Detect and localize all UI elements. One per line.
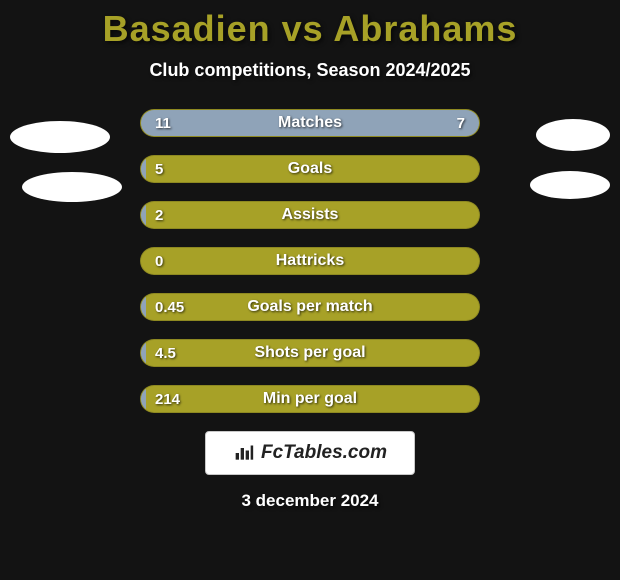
- stat-value-left: 0: [141, 253, 211, 270]
- player1-country-logo: [22, 172, 122, 202]
- player2-club-logo: [536, 119, 610, 151]
- stat-label: Assists: [211, 206, 409, 224]
- stat-row: 214Min per goal: [140, 385, 480, 413]
- stat-label: Goals: [211, 160, 409, 178]
- brand-text: FcTables.com: [261, 442, 387, 464]
- comparison-card: Basadien vs Abrahams Club competitions, …: [0, 0, 620, 580]
- date-label: 3 december 2024: [0, 491, 620, 511]
- stat-label: Matches: [211, 114, 409, 132]
- page-title: Basadien vs Abrahams: [0, 8, 620, 50]
- stat-label: Min per goal: [211, 390, 409, 408]
- bar-chart-icon: [233, 443, 255, 463]
- stat-row: 0.45Goals per match: [140, 293, 480, 321]
- stats-table: 11Matches75Goals2Assists0Hattricks0.45Go…: [140, 109, 480, 413]
- stat-row: 0Hattricks: [140, 247, 480, 275]
- subtitle: Club competitions, Season 2024/2025: [0, 60, 620, 81]
- stat-value-left: 4.5: [141, 345, 211, 362]
- stat-label: Shots per goal: [211, 344, 409, 362]
- stat-value-left: 0.45: [141, 299, 211, 316]
- brand-badge[interactable]: FcTables.com: [205, 431, 415, 475]
- stat-row: 11Matches7: [140, 109, 480, 137]
- stat-value-left: 11: [141, 115, 211, 132]
- stat-label: Hattricks: [211, 252, 409, 270]
- stat-value-left: 214: [141, 391, 211, 408]
- stat-row: 2Assists: [140, 201, 480, 229]
- stat-value-right: 7: [409, 115, 479, 132]
- stat-value-left: 5: [141, 161, 211, 178]
- stat-value-left: 2: [141, 207, 211, 224]
- player2-country-logo: [530, 171, 610, 199]
- stat-label: Goals per match: [211, 298, 409, 316]
- stat-row: 5Goals: [140, 155, 480, 183]
- player1-club-logo: [10, 121, 110, 153]
- stat-row: 4.5Shots per goal: [140, 339, 480, 367]
